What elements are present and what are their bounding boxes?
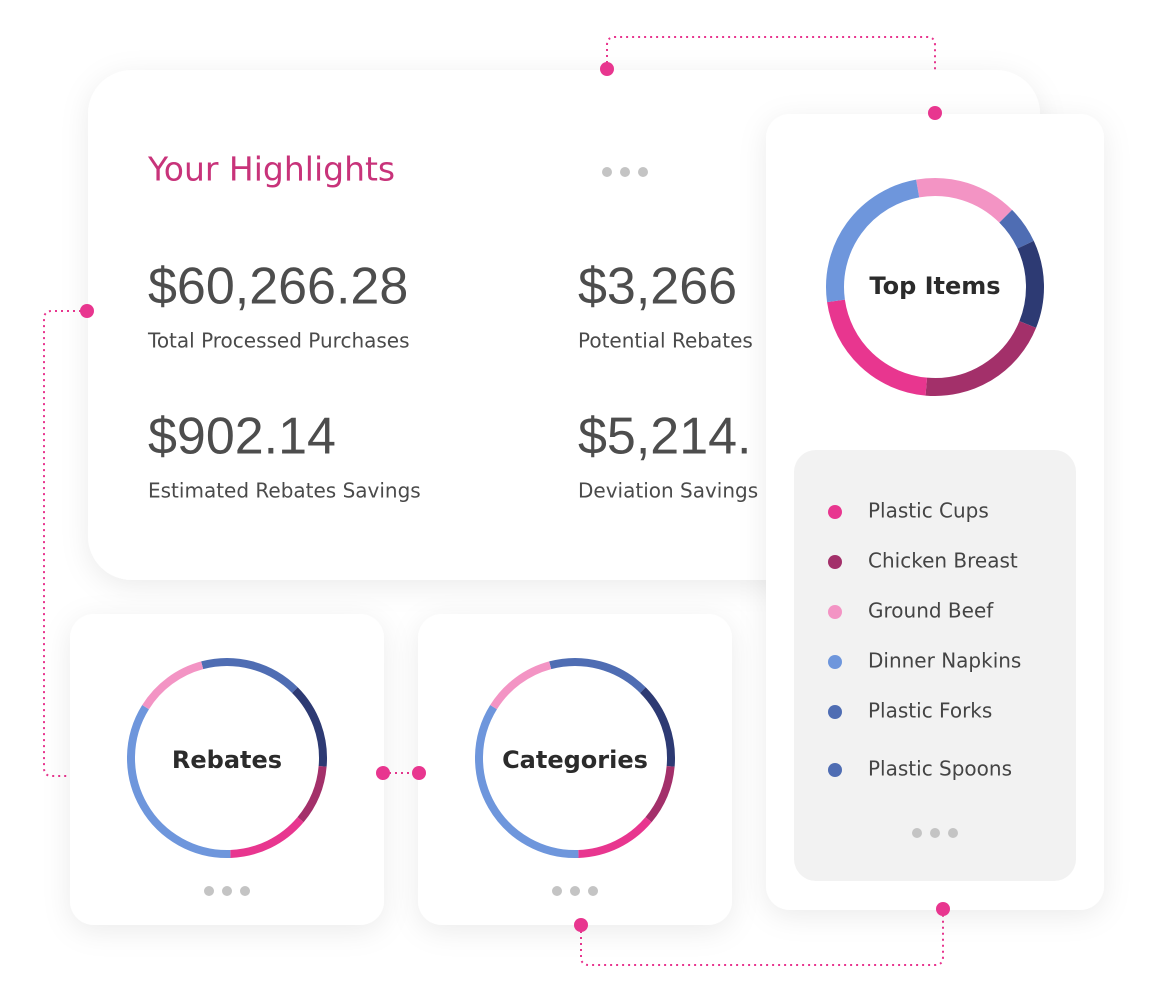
legend-dot: [828, 605, 842, 619]
ring-segment: [475, 705, 579, 858]
ring-segment: [827, 299, 928, 396]
legend-dot: [828, 705, 842, 719]
ring-segment: [925, 320, 1037, 396]
ring-segment: [297, 765, 327, 823]
connector: [43, 310, 87, 777]
ring-segment: [999, 209, 1034, 249]
metric-value: $3,266: [578, 258, 737, 316]
ring-segment: [916, 178, 1013, 223]
legend-dot: [828, 555, 842, 569]
metric-label: Potential Rebates: [578, 329, 753, 353]
ring-segment: [578, 817, 652, 858]
legend-box: [794, 450, 1076, 881]
legend-dot: [828, 763, 842, 777]
ring-segment: [1017, 240, 1044, 328]
connector-dot: [80, 62, 950, 932]
menu-dots[interactable]: [204, 886, 250, 896]
legend-label: Plastic Cups: [868, 499, 989, 523]
legend-label: Plastic Spoons: [868, 757, 1012, 781]
legend-label: Chicken Breast: [868, 549, 1018, 573]
metric-label: Estimated Rebates Savings: [148, 479, 421, 503]
ring-bg: [845, 197, 1025, 377]
metric-value: $5,214.: [578, 408, 752, 466]
ring-title: Top Items: [869, 272, 1000, 300]
menu-dots[interactable]: [912, 828, 958, 838]
ring-bg: [484, 667, 666, 849]
ring-segment: [490, 661, 552, 710]
ring-segment: [230, 817, 304, 858]
highlights-title: Your Highlights: [147, 150, 395, 189]
metric-value: $60,266.28: [148, 258, 408, 316]
legend-dot: [828, 505, 842, 519]
ring-segment: [142, 661, 204, 710]
ring-segment: [292, 687, 327, 767]
ring-segment: [201, 658, 298, 693]
legend-dot: [828, 655, 842, 669]
metric-label: Deviation Savings: [578, 479, 758, 503]
ring-bg: [136, 667, 318, 849]
ring-title: Categories: [502, 746, 648, 774]
menu-dots[interactable]: [552, 886, 598, 896]
ring-segment: [127, 705, 231, 858]
legend-label: Plastic Forks: [868, 699, 992, 723]
metric-label: Total Processed Purchases: [147, 329, 410, 353]
ring-segment: [826, 179, 920, 303]
ring-title: Rebates: [172, 746, 282, 774]
legend-label: Dinner Napkins: [868, 649, 1021, 673]
ring-segment: [645, 765, 675, 823]
connector: [580, 909, 944, 966]
connector: [606, 36, 936, 113]
ring-segment: [549, 658, 646, 693]
legend-label: Ground Beef: [868, 599, 994, 623]
metric-value: $902.14: [148, 408, 336, 466]
ring-segment: [640, 687, 675, 767]
menu-dots[interactable]: [602, 167, 648, 177]
